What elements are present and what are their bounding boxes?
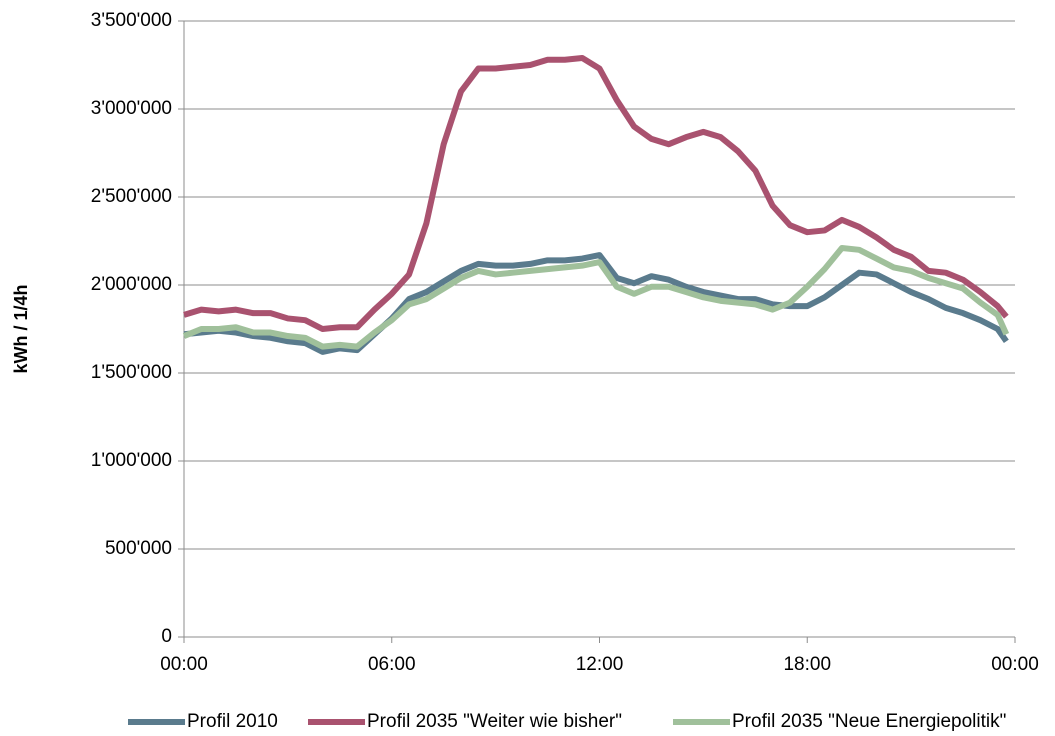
y-tick-label: 3'500'000 [91,10,172,31]
y-tick-label: 2'500'000 [91,186,172,207]
y-tick-label: 1'500'000 [91,362,172,383]
legend-label: Profil 2035 "Weiter wie bisher" [367,711,622,732]
x-tick-label: 00:00 [991,654,1039,675]
x-tick-label: 06:00 [368,654,416,675]
y-tick-label: 0 [161,626,172,647]
x-tick-label: 18:00 [783,654,831,675]
series-line [183,54,1009,332]
series-line [183,252,1009,355]
y-tick-label: 3'000'000 [91,98,172,119]
x-tick-label: 00:00 [160,654,208,675]
y-tick-label: 2'000'000 [91,274,172,295]
legend-label: Profil 2035 "Neue Energiepolitik" [732,711,1006,732]
x-tick-label: 12:00 [576,654,624,675]
legend-label: Profil 2010 [187,711,278,732]
y-tick-label: 1'000'000 [91,450,172,471]
y-axis-title: kWh / 1/4h [11,284,31,373]
series-line [182,245,1010,350]
y-tick-label: 500'000 [105,538,172,559]
